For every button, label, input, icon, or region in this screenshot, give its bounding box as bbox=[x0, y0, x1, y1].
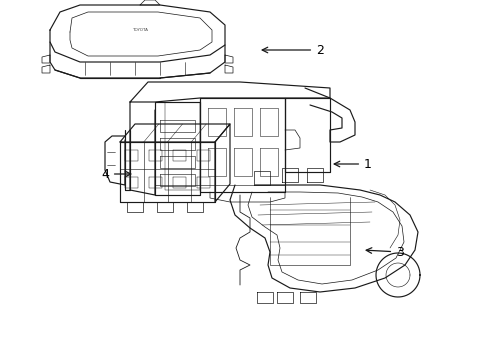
Text: 3: 3 bbox=[366, 246, 403, 258]
Text: 1: 1 bbox=[333, 158, 371, 171]
Text: 4: 4 bbox=[101, 167, 131, 180]
Text: 2: 2 bbox=[262, 44, 323, 57]
Text: TOYOTA: TOYOTA bbox=[132, 28, 148, 32]
